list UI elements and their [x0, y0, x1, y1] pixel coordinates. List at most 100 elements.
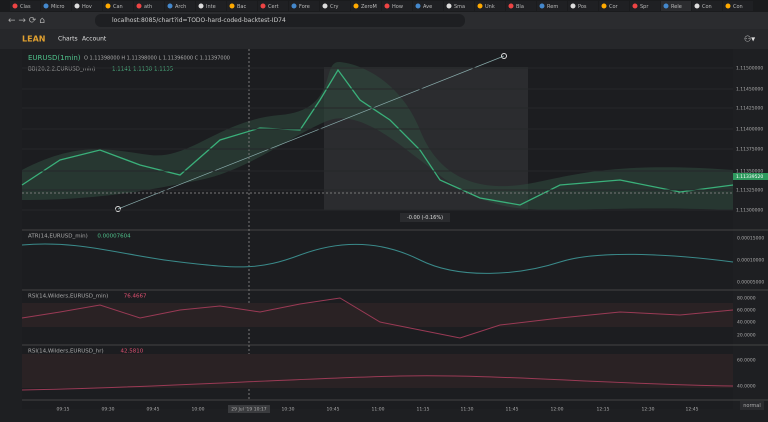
tab-title[interactable]: Micro [51, 4, 64, 10]
tab[interactable] [227, 1, 257, 11]
time-tick: 09:30 [102, 407, 115, 413]
price-tick: 1.11500000 [736, 66, 763, 72]
tab-title[interactable]: Clas [20, 4, 31, 10]
tab-title[interactable]: Rele [671, 4, 682, 10]
tab[interactable] [506, 1, 536, 11]
tab[interactable] [444, 1, 474, 11]
tab-title[interactable]: Inte [206, 4, 216, 10]
trend-handle[interactable] [501, 53, 507, 59]
tab-title[interactable]: Hov [82, 4, 92, 10]
url-field[interactable] [95, 14, 465, 27]
tab[interactable] [258, 1, 288, 11]
tab[interactable] [103, 1, 133, 11]
tab-title[interactable]: How [392, 4, 403, 10]
tab[interactable] [723, 1, 753, 11]
tab-title[interactable]: Bla [516, 4, 524, 10]
price-tick: 1.11325000 [736, 188, 763, 194]
time-tick: 11:00 [372, 407, 385, 413]
time-tick: 09:45 [147, 407, 160, 413]
tab[interactable] [196, 1, 226, 11]
tab-icon [384, 3, 390, 9]
pane-name: ATR(14,EURUSD_min) [28, 234, 88, 240]
time-tick: 10:00 [192, 407, 205, 413]
last-price-bg [733, 173, 768, 180]
nav-link[interactable]: Account [82, 36, 107, 43]
tab[interactable] [165, 1, 195, 11]
tab[interactable] [599, 1, 629, 11]
tab-icon [663, 3, 669, 9]
price-axis [733, 49, 768, 409]
tab-icon [415, 3, 421, 9]
tab-icon [353, 3, 359, 9]
tab-icon [43, 3, 49, 9]
logo[interactable]: LEAN [22, 35, 45, 44]
rsi-line [21, 375, 734, 391]
nav-buttons[interactable]: ← → ⟳ ⌂ [8, 16, 45, 26]
tab-icon [632, 3, 638, 9]
trend-line[interactable] [117, 55, 505, 210]
pane-tick: 40.0000 [737, 320, 756, 326]
tab[interactable] [134, 1, 164, 11]
tab-title[interactable]: Bac [237, 4, 246, 10]
tab-icon [74, 3, 80, 9]
tab-title[interactable]: Ave [423, 4, 432, 10]
url: localhost:8085/chart?id=TODO-hard-coded-… [112, 17, 286, 24]
tab[interactable] [10, 1, 40, 11]
tab-title[interactable]: Cert [268, 4, 279, 10]
tab-icon [136, 3, 142, 9]
tab[interactable] [72, 1, 102, 11]
pane-value: 0.00007604 [97, 234, 131, 240]
tab-title[interactable]: Sma [454, 4, 465, 10]
tab-title[interactable]: Con [702, 4, 712, 10]
tab[interactable] [537, 1, 567, 11]
trend-handle[interactable] [115, 206, 121, 212]
tab[interactable] [413, 1, 443, 11]
time-tick: 11:15 [417, 407, 430, 413]
tab-title[interactable]: Fore [299, 4, 310, 10]
pane-name: RSI(14,Wilders,EURUSD_min) [28, 294, 108, 300]
tab-title[interactable]: Con [733, 4, 743, 10]
indicator: BB(20,2.2,EURUSD_min) [28, 67, 95, 73]
price-tick: 1.11375000 [736, 147, 763, 153]
tab-title[interactable]: Spr [640, 4, 649, 10]
pane-tick: 0.00010000 [737, 258, 764, 264]
tab-title[interactable]: Arch [175, 4, 186, 10]
tab-icon [539, 3, 545, 9]
tab-icon [260, 3, 266, 9]
tab[interactable] [320, 1, 350, 11]
tab-icon [694, 3, 700, 9]
tab[interactable] [661, 1, 691, 11]
pane-tick: 60.0000 [737, 358, 756, 364]
price-tick: 1.11450000 [736, 87, 763, 93]
tab-title[interactable]: Rem [547, 4, 558, 10]
tab[interactable] [351, 1, 381, 11]
measure-label: -0.00 (-0.16%) [407, 215, 443, 221]
time-tick: 12:15 [597, 407, 610, 413]
bollinger-band [22, 61, 733, 211]
tab[interactable] [289, 1, 319, 11]
tab-title[interactable]: Pos [578, 4, 587, 10]
tab-title[interactable]: ZeroM [361, 4, 377, 10]
tab-title[interactable]: Unk [485, 4, 495, 10]
symbol: EURUSD(1min) [28, 54, 81, 62]
time-tick: 29 Jul '19 10:17 [231, 407, 267, 413]
tab-title[interactable]: Cry [330, 4, 339, 10]
tab-icon [601, 3, 607, 9]
tab[interactable] [475, 1, 505, 11]
time-tick: 12:30 [642, 407, 655, 413]
tab[interactable] [41, 1, 71, 11]
user-menu[interactable]: ⚇▾ [744, 35, 755, 44]
scale-mode-label[interactable]: normal [743, 403, 761, 409]
pane-tick: 80.0000 [737, 296, 756, 302]
tab-title[interactable]: Cor [609, 4, 619, 10]
indicator-values: 1.1141 1.1138 1.1135 [112, 67, 174, 73]
tab[interactable] [692, 1, 722, 11]
tab[interactable] [568, 1, 598, 11]
tab[interactable] [630, 1, 660, 11]
tab-title[interactable]: Can [113, 4, 123, 10]
nav-link[interactable]: Charts [58, 36, 78, 43]
scale-mode[interactable] [740, 401, 764, 410]
rsi-band [22, 303, 733, 327]
tab[interactable] [382, 1, 412, 11]
tab-title[interactable]: ath [144, 4, 152, 10]
